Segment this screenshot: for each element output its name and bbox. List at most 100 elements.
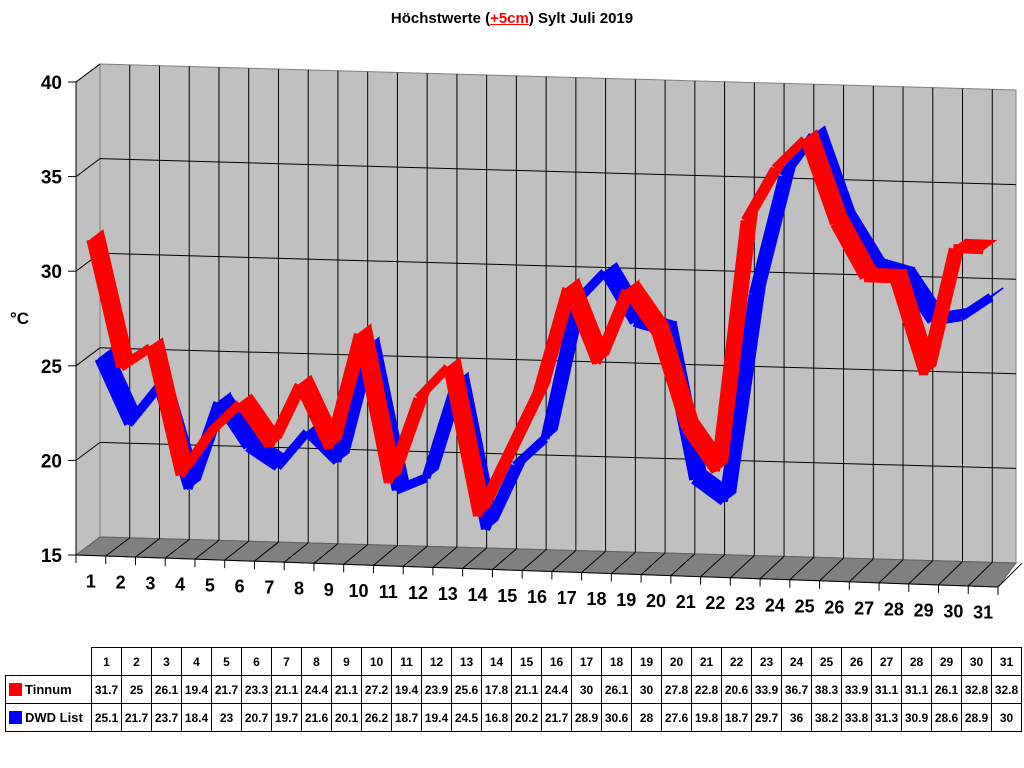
data-table-header-cell: 4 bbox=[181, 647, 212, 676]
data-table-cell: 30 bbox=[991, 703, 1022, 732]
data-table-cell: 30.6 bbox=[601, 703, 632, 732]
data-table-header-cell: 30 bbox=[961, 647, 992, 676]
x-tick-label: 14 bbox=[468, 585, 488, 605]
y-tick-label: 25 bbox=[41, 357, 63, 378]
x-tick-label: 5 bbox=[205, 576, 215, 596]
x-tick-label: 21 bbox=[676, 592, 696, 612]
data-table-cell: 28 bbox=[631, 703, 662, 732]
data-table-cell: 21.7 bbox=[541, 703, 572, 732]
x-tick-label: 22 bbox=[705, 593, 725, 613]
y-tick-label: 15 bbox=[41, 546, 63, 567]
data-table-cell: 26.1 bbox=[601, 675, 632, 704]
data-table-cell: 33.9 bbox=[751, 675, 782, 704]
x-tick-label: 12 bbox=[408, 583, 428, 603]
data-table-cell: 19.4 bbox=[181, 675, 212, 704]
x-tick-label: 4 bbox=[175, 575, 185, 595]
data-table-cell: 27.8 bbox=[661, 675, 692, 704]
data-table-header-cell: 31 bbox=[991, 647, 1022, 676]
x-tick-label: 29 bbox=[914, 600, 934, 620]
data-table-header-cell: 14 bbox=[481, 647, 512, 676]
x-tick-label: 9 bbox=[324, 580, 334, 600]
data-table-header-row: 1 2 3 4 5 6 7 8 9 10 11 12 13 14 15 16 17 18 19 20 21 22 23 24 2… bbox=[5, 647, 1022, 676]
data-table-cell: 24.5 bbox=[451, 703, 482, 732]
data-table-header-cell: 6 bbox=[241, 647, 272, 676]
legend-label: DWD List bbox=[25, 710, 83, 725]
data-table-header-cell: 16 bbox=[541, 647, 572, 676]
data-table-header-cell: 29 bbox=[931, 647, 962, 676]
x-tick-label: 2 bbox=[116, 573, 126, 593]
data-table-header-cell: 28 bbox=[901, 647, 932, 676]
title-prefix: Höchstwerte ( bbox=[390, 10, 491, 27]
data-table-header-cell: 24 bbox=[781, 647, 812, 676]
data-table-header-cell: 12 bbox=[421, 647, 452, 676]
data-table-header-cell: 5 bbox=[211, 647, 242, 676]
data-table-header-cell: 13 bbox=[451, 647, 482, 676]
data-table-cell: 20.6 bbox=[721, 675, 752, 704]
x-tick-label: 17 bbox=[557, 588, 577, 608]
data-table-header-cell: 21 bbox=[691, 647, 722, 676]
data-table-header-cell: 8 bbox=[301, 647, 332, 676]
legend-label: Tinnum bbox=[25, 682, 72, 697]
data-table-cell: 30.9 bbox=[901, 703, 932, 732]
data-table-cell: 18.4 bbox=[181, 703, 212, 732]
data-table-cell: 22.8 bbox=[691, 675, 722, 704]
data-table-cell: 17.8 bbox=[481, 675, 512, 704]
data-table-cell: 21.7 bbox=[211, 675, 242, 704]
data-table-cell: 28.6 bbox=[931, 703, 962, 732]
data-table-cell: 21.1 bbox=[271, 675, 302, 704]
data-table-header-cell: 3 bbox=[151, 647, 182, 676]
data-table-cell: 19.7 bbox=[271, 703, 302, 732]
data-table-cell: 36 bbox=[781, 703, 812, 732]
data-table-cell: 25.1 bbox=[91, 703, 122, 732]
data-table-cell: 30 bbox=[631, 675, 662, 704]
data-table-cell: 18.7 bbox=[391, 703, 422, 732]
x-tick-label: 26 bbox=[824, 597, 844, 617]
data-table-header-cell: 7 bbox=[271, 647, 302, 676]
data-table-cell: 31.3 bbox=[871, 703, 902, 732]
data-table-cell: 19.4 bbox=[421, 703, 452, 732]
x-tick-label: 11 bbox=[379, 582, 398, 602]
x-tick-label: 7 bbox=[264, 578, 274, 598]
data-table-cell: 20.1 bbox=[331, 703, 362, 732]
data-table-cell: 25 bbox=[121, 675, 152, 704]
x-tick-label: 25 bbox=[795, 596, 815, 616]
y-axis-label: °C bbox=[10, 309, 30, 328]
data-table-header-cell: 15 bbox=[511, 647, 542, 676]
data-table-cell: 23.9 bbox=[421, 675, 452, 704]
data-table-header-cell: 2 bbox=[121, 647, 152, 676]
data-table-cell: 28.9 bbox=[571, 703, 602, 732]
data-table-cell: 27.2 bbox=[361, 675, 392, 704]
data-table-cell: 24.4 bbox=[301, 675, 332, 704]
legend-swatch-red-icon bbox=[9, 683, 22, 696]
x-tick-label: 10 bbox=[349, 581, 369, 601]
x-tick-label: 16 bbox=[527, 587, 547, 607]
x-tick-label: 15 bbox=[497, 586, 517, 606]
x-tick-label: 18 bbox=[586, 589, 606, 609]
x-tick-label: 20 bbox=[646, 591, 666, 611]
data-table-cell: 38.2 bbox=[811, 703, 842, 732]
y-tick-label: 30 bbox=[41, 262, 62, 283]
x-tick-label: 13 bbox=[438, 584, 458, 604]
data-table-header-cell: 10 bbox=[361, 647, 392, 676]
title-suffix: ) Sylt Juli 2019 bbox=[528, 10, 634, 27]
data-table-cell: 21.7 bbox=[121, 703, 152, 732]
data-table-row-dwd-list: DWD List 25.1 21.7 23.7 18.4 23 20.7 19.7 21.6 2… bbox=[5, 703, 1022, 732]
title-highlight: +5cm bbox=[490, 10, 529, 27]
data-table-cell: 21.6 bbox=[301, 703, 332, 732]
data-table-header-cell: 11 bbox=[391, 647, 422, 676]
data-table-header-cell: 19 bbox=[631, 647, 662, 676]
data-table-cell: 16.8 bbox=[481, 703, 512, 732]
y-axis: 15 20 25 30 35 40 bbox=[41, 73, 77, 567]
data-table-header-cell: 22 bbox=[721, 647, 752, 676]
data-table-cell: 30 bbox=[571, 675, 602, 704]
data-table-cell: 38.3 bbox=[811, 675, 842, 704]
x-tick-label: 28 bbox=[884, 599, 904, 619]
x-tick-label: 3 bbox=[145, 574, 155, 594]
data-table-cell: 33.9 bbox=[841, 675, 872, 704]
x-tick-label: 6 bbox=[235, 577, 245, 597]
data-table-header-cell: 20 bbox=[661, 647, 692, 676]
data-table-cell: 20.7 bbox=[241, 703, 272, 732]
data-table-cell: 28.9 bbox=[961, 703, 992, 732]
data-table-cell: 31.1 bbox=[871, 675, 902, 704]
